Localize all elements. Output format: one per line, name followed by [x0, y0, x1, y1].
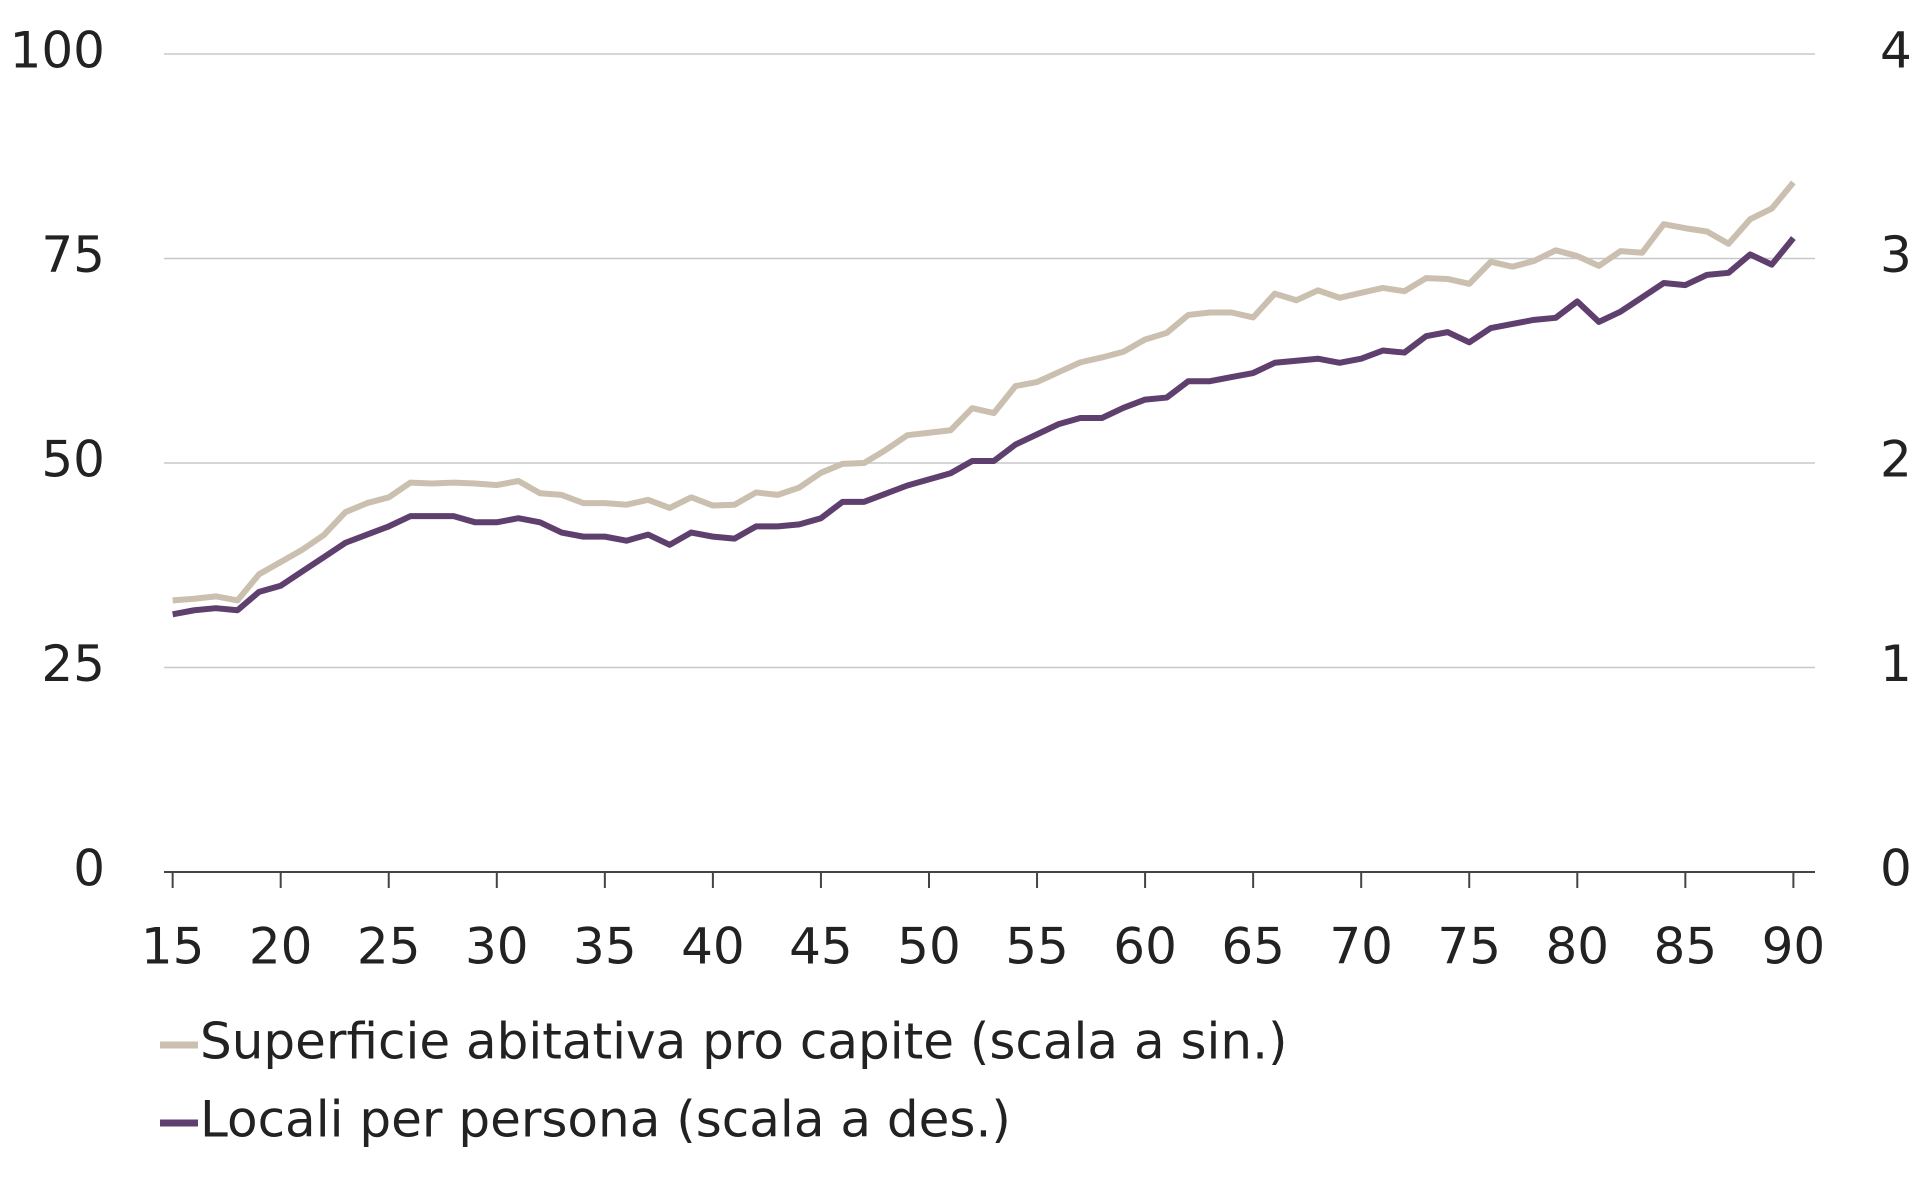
x-tick-label: 65: [1221, 918, 1285, 976]
y2-tick-label: 2: [1880, 431, 1912, 489]
series-line: [172, 236, 1796, 618]
x-tick-label: 30: [465, 918, 529, 976]
y-tick-label: 0: [73, 840, 105, 898]
y2-tick-label: 4: [1880, 22, 1912, 80]
x-tick-label: 50: [897, 918, 961, 976]
legend: Superficie abitativa pro capite (scala a…: [160, 1013, 1288, 1149]
x-tick-label: 45: [789, 918, 853, 976]
x-tick-label: 70: [1329, 918, 1393, 976]
x-tick-label: 15: [141, 918, 205, 976]
x-tick-label: 90: [1762, 918, 1826, 976]
y-tick-label: 75: [41, 226, 105, 284]
x-tick-label: 80: [1545, 918, 1609, 976]
x-tick-label: 25: [357, 918, 421, 976]
series-line: [172, 180, 1796, 604]
y2-tick-label: 0: [1880, 840, 1912, 898]
x-tick-label: 55: [1005, 918, 1069, 976]
x-tick-label: 35: [573, 918, 637, 976]
x-tick-label: 75: [1437, 918, 1501, 976]
x-tick-label: 20: [249, 918, 313, 976]
y2-tick-label: 3: [1880, 226, 1912, 284]
legend-label: Superficie abitativa pro capite (scala a…: [200, 1013, 1288, 1071]
legend-label: Locali per persona (scala a des.): [200, 1091, 1011, 1149]
y-tick-label: 25: [41, 635, 105, 693]
y-tick-label: 50: [41, 431, 105, 489]
x-tick-label: 60: [1113, 918, 1177, 976]
x-tick-label: 85: [1654, 918, 1718, 976]
y2-tick-label: 1: [1880, 635, 1912, 693]
x-tick-label: 40: [681, 918, 745, 976]
y-tick-label: 100: [10, 22, 105, 80]
